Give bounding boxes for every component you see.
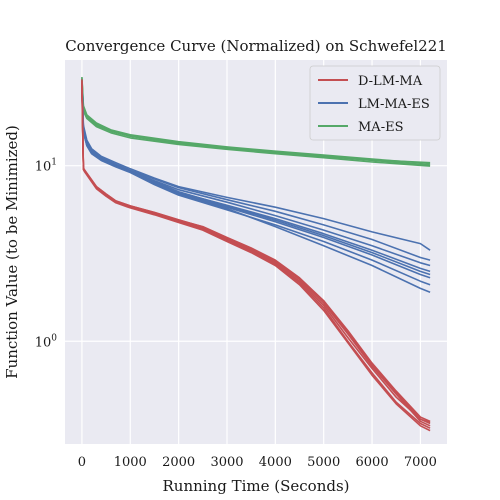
- legend: D-LM-MA LM-MA-ES MA-ES: [309, 65, 441, 141]
- y-axis-label: Function Value (to be Minimized): [3, 125, 21, 379]
- x-tick-label: 3000: [210, 455, 243, 470]
- x-tick-label: 1000: [114, 455, 147, 470]
- legend-label: MA-ES: [358, 120, 404, 135]
- x-tick-label: 0: [78, 455, 86, 470]
- series-line-d-lm-ma-run-6: [81, 80, 431, 424]
- x-tick-label: 2000: [162, 455, 195, 470]
- x-tick-label: 7000: [404, 455, 437, 470]
- chart-title: Convergence Curve (Normalized) on Schwef…: [65, 37, 447, 55]
- series-line-ma-es-run-4: [81, 78, 431, 164]
- series-line-ma-es-run-3: [81, 81, 431, 167]
- legend-box: [309, 65, 441, 141]
- legend-label: LM-MA-ES: [358, 97, 430, 112]
- tick-labels: 0 1000 2000 3000 4000 5000 6000 7000 100 101: [35, 158, 437, 470]
- y-tick-label: 101: [35, 158, 57, 175]
- x-tick-label: 6000: [356, 455, 389, 470]
- y-tick-label: 100: [35, 333, 58, 350]
- x-tick-label: 5000: [307, 455, 340, 470]
- series-layer: [81, 76, 431, 432]
- legend-items: D-LM-MA LM-MA-ES MA-ES: [318, 74, 430, 135]
- legend-label: D-LM-MA: [358, 74, 423, 89]
- series-line-lm-ma-es-run-8: [81, 91, 431, 294]
- x-tick-label: 4000: [259, 455, 292, 470]
- series-line-d-lm-ma-run-5: [81, 89, 431, 432]
- x-axis-label: Running Time (Seconds): [162, 477, 349, 495]
